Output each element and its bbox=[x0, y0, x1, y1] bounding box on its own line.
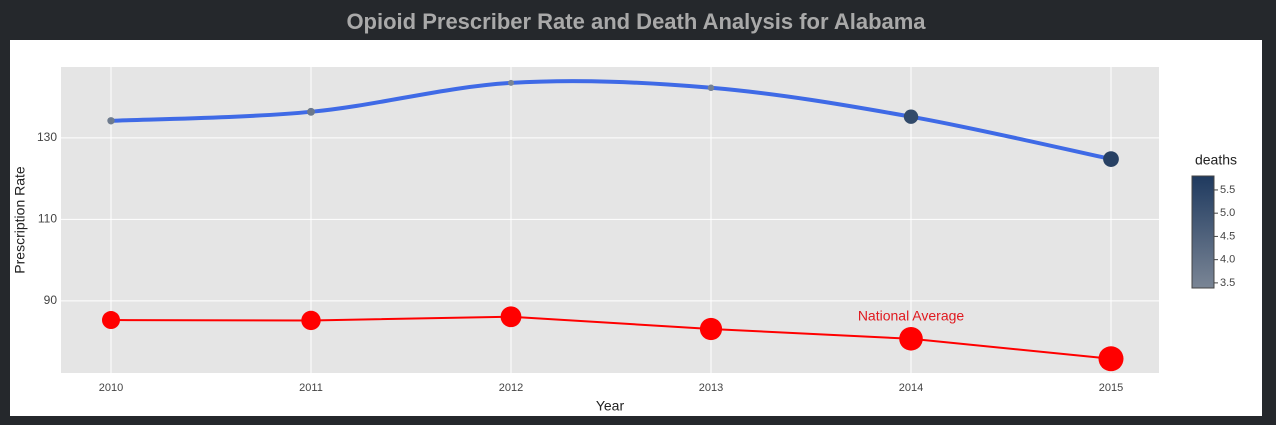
y-tick-label: 110 bbox=[38, 212, 57, 226]
colorbar-tick-label: 5.5 bbox=[1220, 184, 1235, 196]
marker bbox=[500, 306, 522, 328]
marker bbox=[301, 310, 321, 331]
y-axis-title: Prescription Rate bbox=[12, 166, 28, 274]
y-tick-label: 90 bbox=[44, 293, 58, 307]
x-tick-label: 2015 bbox=[1099, 382, 1123, 394]
x-tick-label: 2014 bbox=[899, 382, 923, 394]
marker bbox=[1098, 346, 1124, 372]
y-tick-label: 130 bbox=[37, 130, 57, 144]
x-tick-label: 2013 bbox=[699, 382, 723, 394]
x-tick-label: 2011 bbox=[299, 382, 323, 394]
x-tick-label: 2010 bbox=[99, 382, 123, 394]
marker bbox=[699, 317, 723, 341]
marker bbox=[903, 109, 919, 124]
colorbar-title: deaths bbox=[1195, 152, 1237, 168]
x-axis-title: Year bbox=[596, 398, 625, 414]
line bbox=[110, 315, 1112, 360]
line bbox=[110, 79, 1112, 162]
annotation: National Average bbox=[858, 308, 965, 324]
colorbar bbox=[1191, 175, 1215, 289]
colorbar-tick-label: 5.0 bbox=[1220, 207, 1235, 219]
colorbar-tick-label: 3.5 bbox=[1220, 277, 1235, 289]
plot-area bbox=[61, 67, 1159, 373]
chart-title: Opioid Prescriber Rate and Death Analysi… bbox=[346, 9, 926, 34]
marker bbox=[507, 79, 515, 86]
marker bbox=[707, 84, 715, 92]
x-tick-label: 2012 bbox=[499, 382, 523, 394]
marker bbox=[307, 107, 315, 116]
marker bbox=[1103, 151, 1119, 167]
marker bbox=[899, 326, 923, 351]
marker bbox=[102, 311, 120, 330]
colorbar-tick-label: 4.5 bbox=[1220, 230, 1235, 242]
marker bbox=[107, 117, 115, 125]
colorbar-tick-label: 4.0 bbox=[1220, 254, 1235, 266]
